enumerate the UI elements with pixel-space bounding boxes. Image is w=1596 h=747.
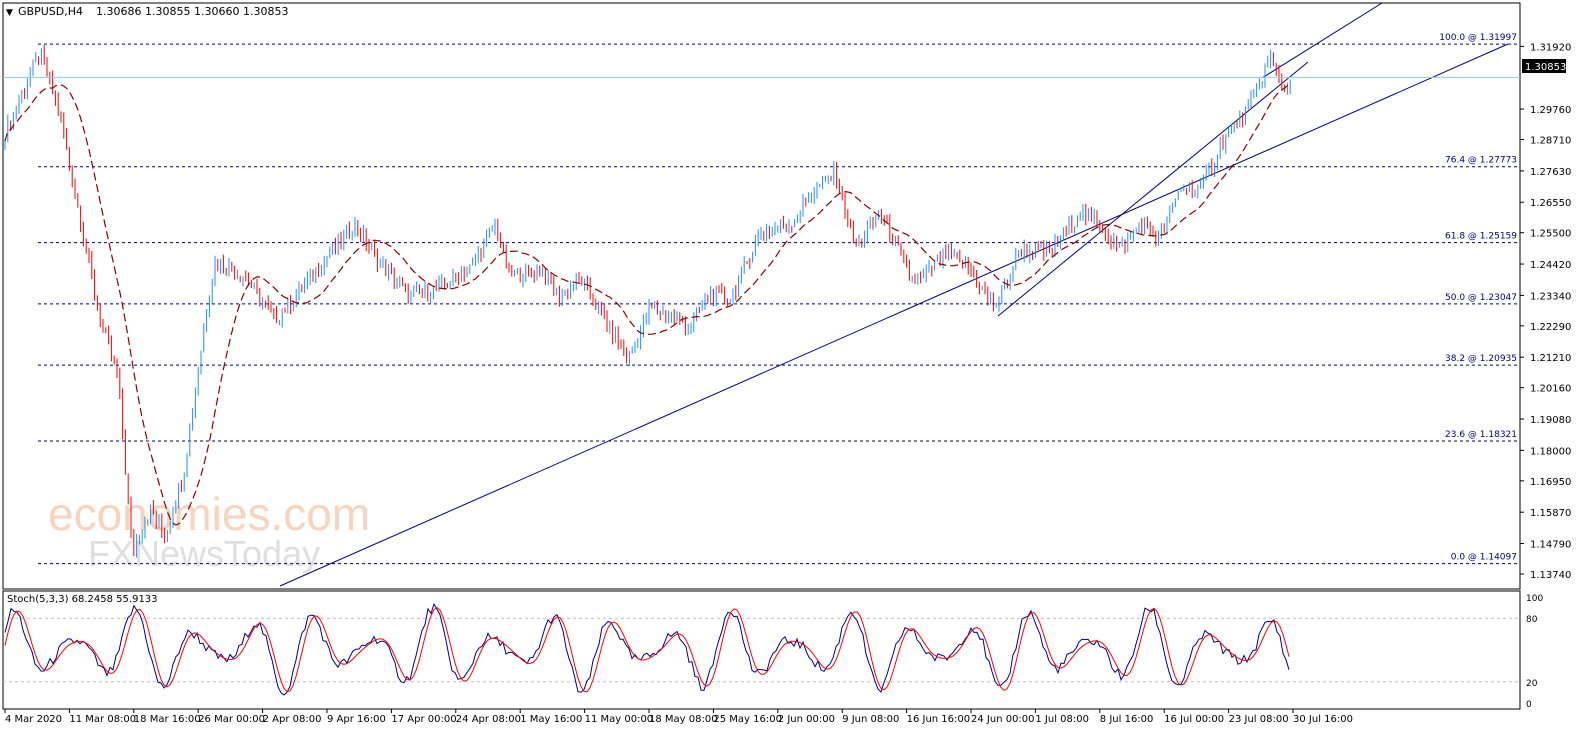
- price-tick-label: 1.20160: [1530, 384, 1571, 395]
- time-tick-label: 25 May 16:00: [713, 714, 782, 725]
- main-plot-frame: [2, 2, 1521, 590]
- current-price-tag: [1522, 59, 1566, 73]
- price-tick-label: 1.24420: [1530, 260, 1571, 271]
- stoch-level-label: 80: [1526, 615, 1538, 625]
- price-tick-label: 1.21210: [1530, 353, 1571, 364]
- trendline[interactable]: [997, 61, 1309, 317]
- stoch-signal-line: [4, 606, 1290, 693]
- time-tick-label: 16 Jun 16:00: [907, 714, 971, 725]
- price-tick-label: 1.25500: [1530, 229, 1571, 240]
- price-tick-label: 1.23340: [1530, 291, 1571, 302]
- price-axis: 1.31920 1.29760 1.28710 1.27630 1.26550 1.255…: [3, 42, 1571, 581]
- fib-level-label: 61.8 @ 1.25159: [1445, 232, 1517, 242]
- watermark-economies: economies.com: [48, 488, 370, 540]
- time-tick-label: 24 Apr 08:00: [456, 714, 521, 725]
- time-tick-label: 26 Mar 00:00: [198, 714, 265, 725]
- stoch-level-label: 100: [1526, 594, 1543, 604]
- time-tick-label: 2 Jun 00:00: [778, 714, 835, 725]
- price-tick-label: 1.14790: [1530, 540, 1571, 551]
- time-tick-label: 23 Jul 08:00: [1229, 714, 1289, 725]
- price-tick-label: 1.28710: [1530, 136, 1571, 147]
- stoch-level-label: 0: [1526, 700, 1532, 710]
- time-tick-label: 4 Mar 2020: [5, 714, 62, 725]
- price-tick-label: 1.15870: [1530, 508, 1571, 519]
- time-tick-label: 16 Jul 00:00: [1164, 714, 1224, 725]
- stoch-level-label: 20: [1526, 679, 1538, 689]
- stoch-main-line: [4, 602, 1290, 696]
- watermark-fxnewstoday: FXNewsToday: [88, 533, 320, 574]
- fib-level-label: 100.0 @ 1.31997: [1439, 33, 1517, 43]
- fibonacci-layer: 100.0 @ 1.31997 76.4 @ 1.27773 61.8 @ 1.25…: [38, 33, 1520, 565]
- fib-level-label: 50.0 @ 1.23047: [1445, 293, 1517, 303]
- price-tick-label: 1.29760: [1530, 105, 1571, 116]
- stochastic-label: Stoch(5,3,3) 68.2458 55.9133: [7, 594, 158, 605]
- time-tick-label: 9 Jun 08:00: [842, 714, 899, 725]
- time-tick-label: 24 Jun 00:00: [971, 714, 1035, 725]
- time-tick-label: 1 May 16:00: [520, 714, 582, 725]
- trendline[interactable]: [279, 43, 1509, 587]
- symbol-dropdown-icon[interactable]: ▼: [6, 8, 13, 18]
- fib-level-label: 0.0 @ 1.14097: [1451, 553, 1517, 563]
- moving-average-layer: [4, 83, 1291, 526]
- time-tick-label: 11 May 00:00: [585, 714, 654, 725]
- time-tick-label: 18 Mar 16:00: [134, 714, 201, 725]
- current-price-label: 1.30853: [1525, 62, 1566, 73]
- price-tick-label: 1.31920: [1530, 42, 1571, 53]
- fib-level-label: 76.4 @ 1.27773: [1445, 156, 1517, 166]
- quote-values: 1.30686 1.30855 1.30660 1.30853: [96, 5, 288, 18]
- trend-channel-layer: [279, 2, 1509, 587]
- price-tick-label: 1.18000: [1530, 446, 1571, 457]
- time-tick-label: 30 Jul 16:00: [1293, 714, 1353, 725]
- fib-level-label: 38.2 @ 1.20935: [1445, 354, 1517, 364]
- time-tick-label: 8 Jul 16:00: [1100, 714, 1154, 725]
- price-tick-label: 1.26550: [1530, 198, 1571, 209]
- price-tick-label: 1.22290: [1530, 322, 1571, 333]
- time-tick-label: 11 Mar 08:00: [69, 714, 136, 725]
- price-tick-label: 1.27630: [1530, 167, 1571, 178]
- time-tick-label: 18 May 08:00: [649, 714, 718, 725]
- time-tick-label: 1 Jul 08:00: [1035, 714, 1089, 725]
- time-tick-label: 2 Apr 08:00: [263, 714, 322, 725]
- moving-average-line: [4, 83, 1291, 526]
- stochastic-layer: 100 80 20 0: [3, 594, 1543, 710]
- fib-level-label: 23.6 @ 1.18321: [1445, 430, 1517, 440]
- price-tick-label: 1.16950: [1530, 477, 1571, 488]
- symbol-label: GBPUSD,H4: [18, 5, 83, 18]
- trendline[interactable]: [1261, 2, 1383, 79]
- price-tick-label: 1.19080: [1530, 415, 1571, 426]
- time-tick-label: 17 Apr 00:00: [391, 714, 456, 725]
- indicator-plot-frame: [2, 590, 1521, 710]
- time-tick-label: 9 Apr 16:00: [327, 714, 386, 725]
- price-tick-label: 1.13740: [1530, 570, 1571, 581]
- candles-layer: [4, 45, 1291, 558]
